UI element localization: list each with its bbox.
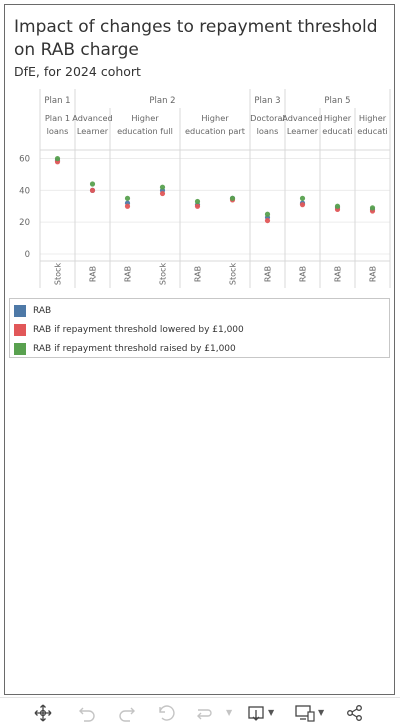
legend-swatch-rab — [14, 305, 26, 317]
group-label: Plan 2 — [149, 96, 175, 106]
subgroup-label: loans — [257, 126, 279, 136]
data-point — [124, 195, 131, 201]
x-tick-label: RAB — [369, 266, 378, 282]
data-point — [89, 187, 96, 193]
x-tick-label: Stock — [229, 263, 238, 286]
group-label: Plan 1 — [44, 96, 70, 106]
subgroup-label: Higher — [359, 113, 387, 123]
move-icon[interactable] — [32, 704, 54, 722]
data-point — [194, 198, 201, 205]
download-icon[interactable] — [245, 704, 267, 722]
y-tick-20: 20 — [19, 218, 30, 228]
subgroup-label: Advanced — [72, 113, 112, 123]
subgroup-label: Learner — [77, 126, 109, 136]
layout-dropdown-icon[interactable]: ▼ — [318, 708, 325, 717]
x-tick-label: RAB — [124, 266, 133, 282]
group-label: Plan 5 — [324, 96, 350, 106]
subgroup-label: educati — [322, 126, 352, 136]
undo-icon[interactable] — [76, 704, 98, 722]
revert-icon[interactable] — [156, 704, 178, 722]
chart-subtitle: DfE, for 2024 cohort — [14, 64, 141, 79]
subgroup-label: education part — [185, 126, 246, 136]
x-tick-label: RAB — [194, 266, 203, 282]
toolbar: ▼ ▼ ▼ — [0, 697, 400, 728]
data-point — [264, 217, 271, 224]
data-point — [159, 184, 166, 190]
y-tick-60: 60 — [19, 155, 30, 165]
legend-label-lowered: RAB if repayment threshold lowered by £1… — [33, 325, 244, 335]
legend-item-raised[interactable]: RAB if repayment threshold raised by £1,… — [14, 342, 236, 356]
refresh-icon[interactable] — [193, 704, 215, 722]
data-point — [264, 211, 271, 217]
data-point — [299, 202, 306, 208]
dashboard-frame — [4, 4, 395, 695]
data-point — [229, 195, 236, 201]
data-point — [299, 195, 306, 201]
legend: RAB RAB if repayment threshold lowered b… — [9, 298, 390, 358]
subgroup-label: loans — [47, 126, 69, 136]
legend-swatch-lowered — [14, 324, 26, 336]
refresh-dropdown-icon[interactable]: ▼ — [226, 708, 233, 717]
legend-item-lowered[interactable]: RAB if repayment threshold lowered by £1… — [14, 323, 244, 337]
chart-title: Impact of changes to repayment threshold… — [14, 17, 378, 60]
subgroup-label: Higher — [131, 113, 159, 123]
x-tick-label: RAB — [299, 266, 308, 282]
x-tick-label: Stock — [159, 263, 168, 286]
subgroup-label: Plan 1 — [45, 113, 70, 123]
data-point — [194, 203, 201, 209]
subgroup-label: Learner — [287, 126, 319, 136]
download-dropdown-icon[interactable]: ▼ — [268, 708, 275, 717]
device-layout-icon[interactable] — [294, 704, 316, 722]
subgroup-label: Advanced — [282, 113, 322, 123]
data-point — [334, 203, 341, 209]
data-point — [89, 181, 96, 187]
legend-label-raised: RAB if repayment threshold raised by £1,… — [33, 344, 236, 354]
redo-icon[interactable] — [116, 704, 138, 722]
legend-item-rab[interactable]: RAB — [14, 304, 51, 318]
subgroup-label: Doctoral — [250, 113, 285, 123]
x-tick-label: RAB — [89, 266, 98, 282]
data-point — [159, 190, 166, 197]
subgroup-label: education full — [117, 126, 173, 136]
legend-label-rab: RAB — [33, 306, 52, 316]
y-tick-40: 40 — [19, 186, 30, 196]
legend-swatch-raised — [14, 343, 26, 355]
x-tick-label: RAB — [334, 266, 343, 282]
y-tick-0: 0 — [25, 250, 30, 260]
data-point — [369, 205, 376, 211]
subgroup-label: Higher — [201, 113, 229, 123]
data-point — [124, 203, 131, 209]
data-point — [54, 155, 61, 162]
subgroup-label: Higher — [324, 113, 352, 123]
share-icon[interactable] — [344, 704, 366, 722]
subgroup-label: educati — [357, 126, 387, 136]
x-tick-label: RAB — [264, 266, 273, 282]
x-tick-label: Stock — [54, 263, 63, 286]
group-label: Plan 3 — [254, 96, 280, 106]
